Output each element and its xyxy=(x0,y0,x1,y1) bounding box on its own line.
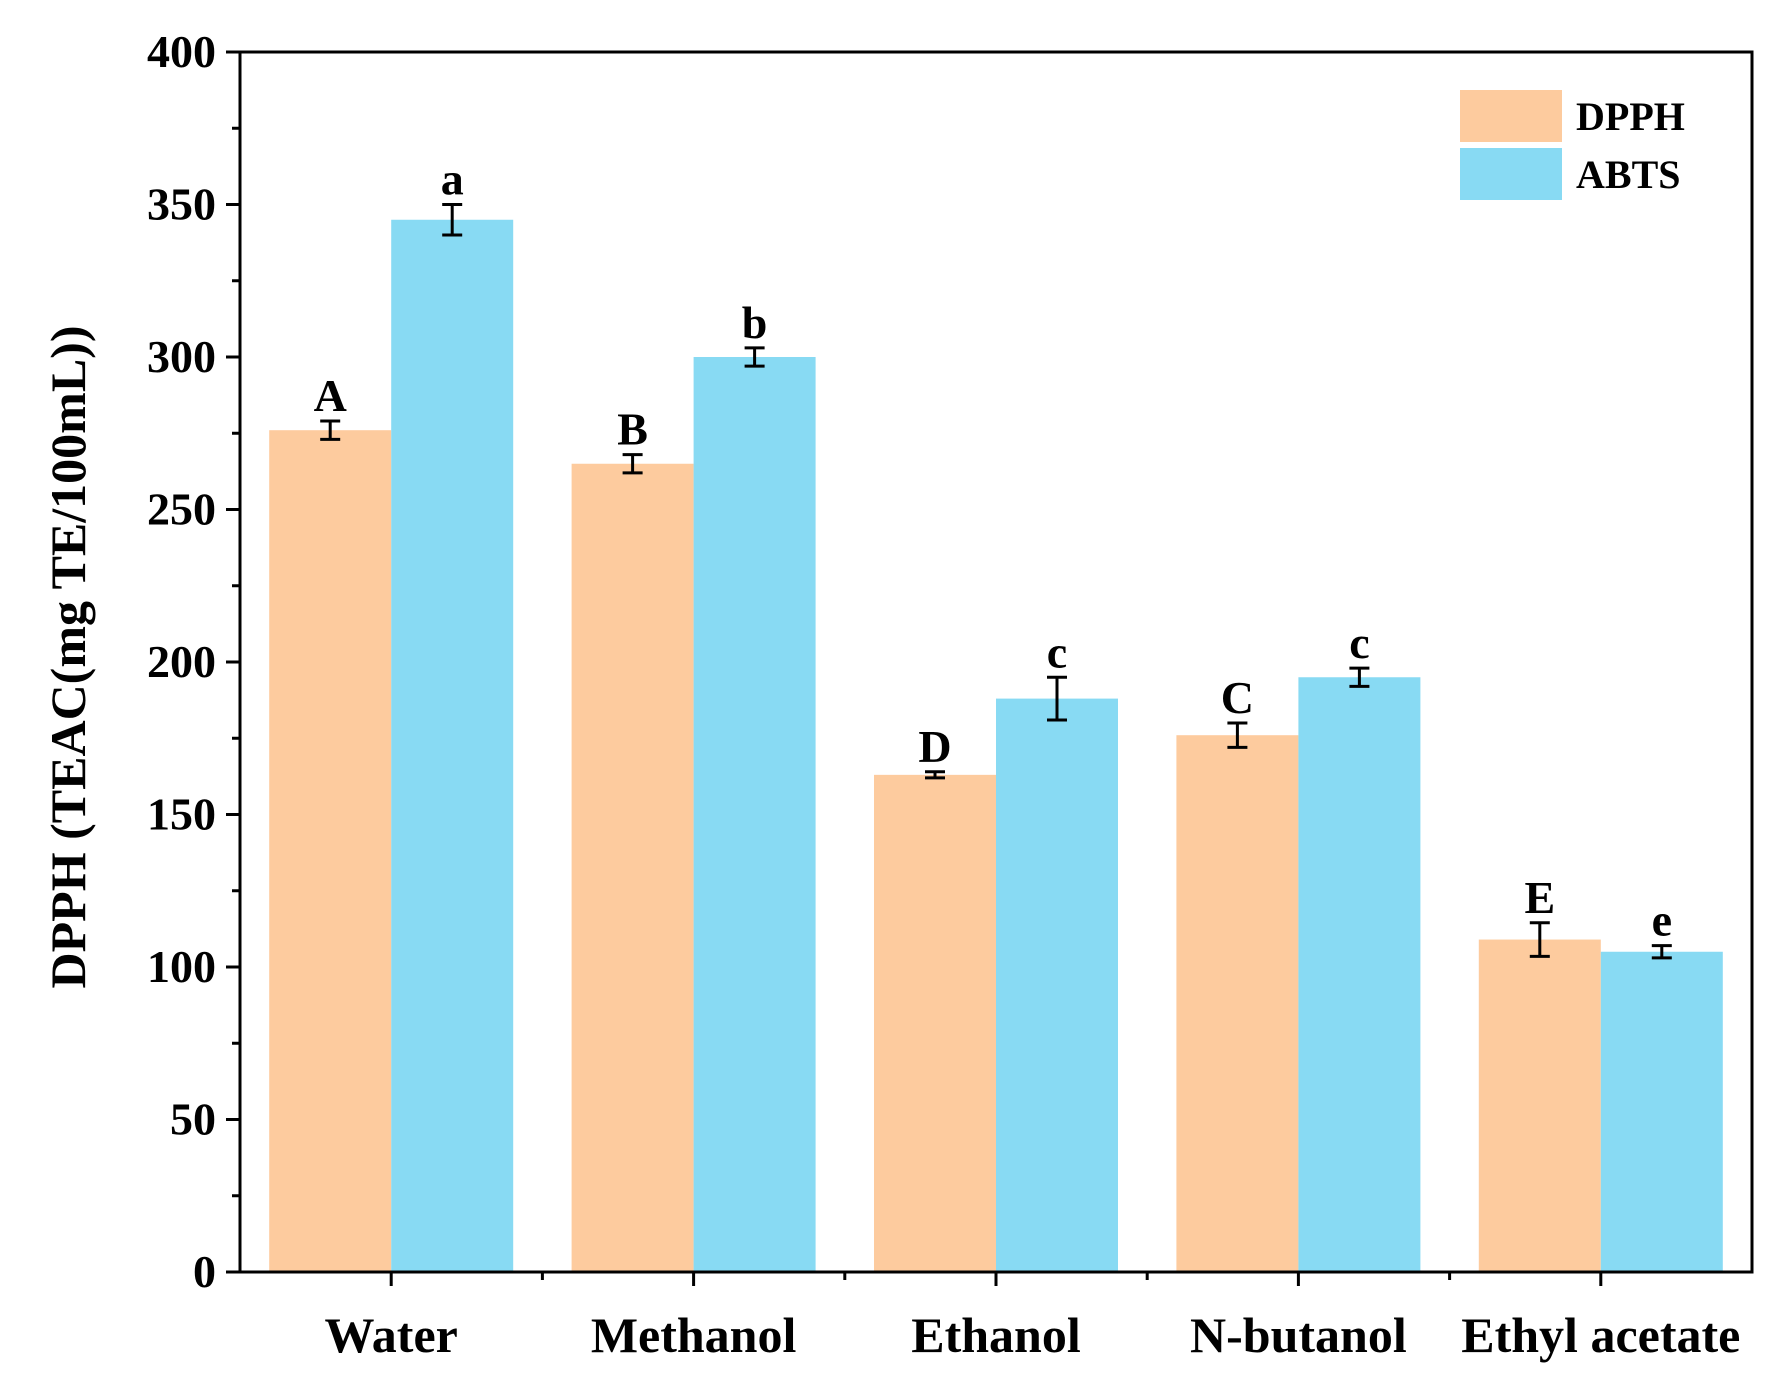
significance-label: D xyxy=(918,721,951,772)
bars-layer xyxy=(269,219,1723,1272)
bar-abts-water xyxy=(391,219,514,1272)
x-tick-label: Ethyl acetate xyxy=(1461,1307,1740,1363)
legend-swatch-dpph xyxy=(1460,90,1562,142)
bar-dpph-methanol xyxy=(571,463,694,1272)
x-tick-label: N-butanol xyxy=(1190,1307,1407,1363)
plot-frame xyxy=(238,50,1754,1274)
legend-label-dpph: DPPH xyxy=(1576,94,1685,139)
bar-dpph-water xyxy=(269,430,392,1272)
significance-label: A xyxy=(314,370,347,421)
legend: DPPH ABTS xyxy=(1460,90,1685,200)
bar-abts-n-butanol xyxy=(1298,677,1421,1272)
y-tick-label: 100 xyxy=(147,941,216,992)
significance-label: B xyxy=(617,404,648,455)
error-bars-layer xyxy=(320,203,1672,960)
significance-label: b xyxy=(742,297,768,348)
significance-label: c xyxy=(1047,626,1067,677)
bar-dpph-ethanol xyxy=(874,774,996,1272)
significance-label: E xyxy=(1524,872,1555,923)
significance-label: e xyxy=(1652,895,1672,946)
bar-abts-methanol xyxy=(693,357,816,1272)
y-tick-label: 300 xyxy=(147,331,216,382)
y-tick-label: 150 xyxy=(147,789,216,840)
bar-dpph-n-butanol xyxy=(1176,735,1299,1272)
x-tick-label: Methanol xyxy=(591,1307,797,1363)
y-tick-label: 0 xyxy=(193,1246,216,1297)
y-tick-label: 200 xyxy=(147,636,216,687)
significance-labels-layer: Aa Bb Dc Cc E e xyxy=(314,154,1672,946)
x-tick-label: Water xyxy=(325,1307,458,1363)
legend-swatch-abts xyxy=(1460,148,1562,200)
legend-label-abts: ABTS xyxy=(1576,152,1681,197)
y-axis-title: DPPH (TEAC(mg TE/100mL)) xyxy=(40,326,96,989)
bar-abts-ethyl-acetate xyxy=(1600,951,1723,1272)
y-tick-label: 250 xyxy=(147,484,216,535)
axes-layer: Water Methanol Ethanol N-butanol Ethyl aceta… xyxy=(147,26,1754,1363)
y-tick-label: 400 xyxy=(147,26,216,77)
bar-dpph-ethyl-acetate xyxy=(1478,939,1601,1272)
y-tick-label: 50 xyxy=(170,1094,216,1145)
significance-label: C xyxy=(1221,672,1254,723)
x-tick-label: Ethanol xyxy=(911,1307,1081,1363)
significance-label: a xyxy=(441,154,464,205)
significance-label: c xyxy=(1349,617,1369,668)
y-tick-label: 350 xyxy=(147,179,216,230)
bar-abts-ethanol xyxy=(996,698,1118,1272)
